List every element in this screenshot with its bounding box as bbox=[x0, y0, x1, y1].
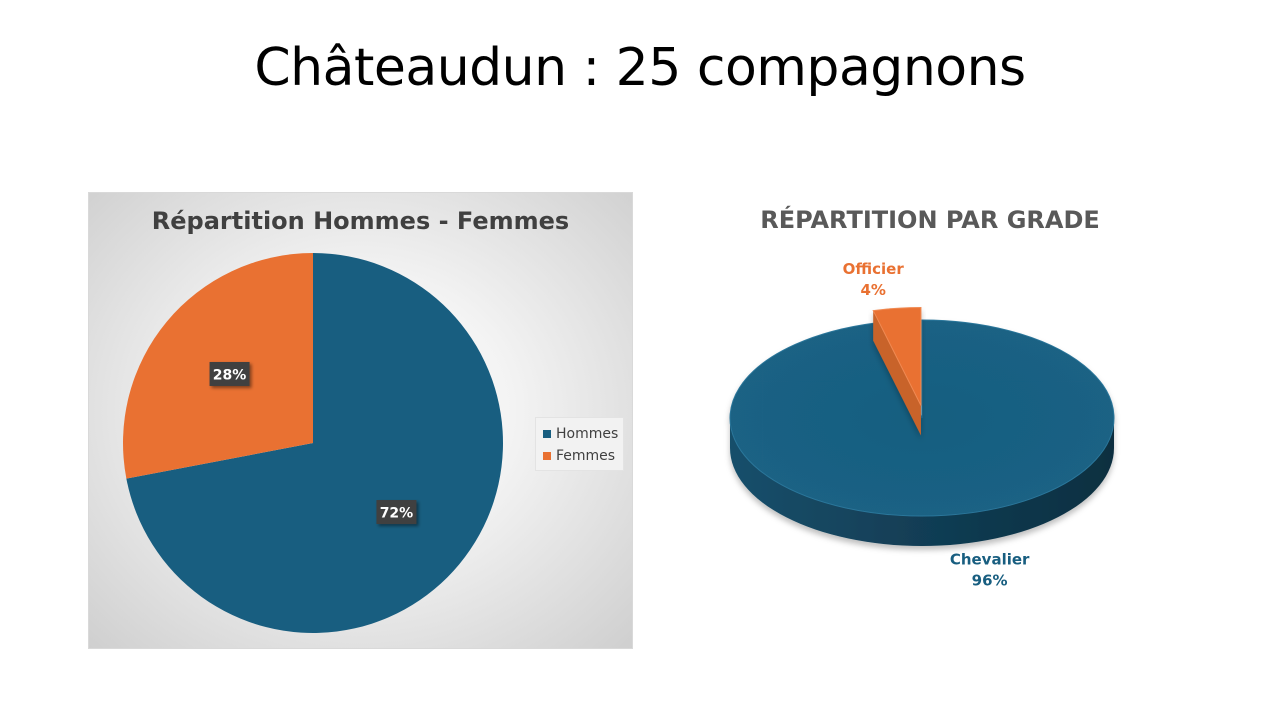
chart-title: Répartition Hommes - Femmes bbox=[151, 207, 570, 235]
pie-slice-chevalier bbox=[729, 319, 1115, 546]
data-label-text: 28% bbox=[213, 367, 247, 383]
legend-label-femmes: Femmes bbox=[556, 448, 616, 464]
slice-side-wall bbox=[730, 418, 1114, 546]
legend-swatch-hommes bbox=[543, 430, 551, 438]
pie-slice-hommes bbox=[126, 253, 504, 633]
data-label-text: 72% bbox=[380, 506, 414, 522]
slice-cut-face bbox=[873, 310, 921, 436]
data-label-box bbox=[376, 500, 417, 525]
grade-pie-svg: Chevalier 96% Officier 4% bbox=[729, 260, 1115, 589]
data-label-category: Officier bbox=[843, 260, 905, 278]
data-label-chevalier: Chevalier 96% bbox=[950, 550, 1030, 589]
slide-title: Châteaudun : 25 compagnons bbox=[254, 38, 1026, 98]
data-label-femmes: 28% bbox=[209, 361, 250, 386]
slice-top-face bbox=[872, 306, 922, 406]
legend: Hommes Femmes bbox=[535, 417, 624, 471]
data-label-officier: Officier 4% bbox=[843, 260, 905, 299]
legend-item-femmes: Femmes bbox=[536, 445, 623, 467]
chart-title: RÉPARTITION PAR GRADE bbox=[760, 206, 1100, 234]
legend-swatch-femmes bbox=[543, 452, 551, 460]
data-label-value: 4% bbox=[860, 281, 885, 299]
data-label-box bbox=[209, 361, 250, 386]
data-label-value: 96% bbox=[972, 571, 1008, 589]
gender-pie-svg: 72% 28% bbox=[122, 253, 504, 633]
grade-pie-chart: RÉPARTITION PAR GRADE Chevalier 96% Offici… bbox=[700, 192, 1160, 622]
data-label-hommes: 72% bbox=[376, 500, 417, 525]
data-label-category: Chevalier bbox=[950, 550, 1030, 568]
legend-item-hommes: Hommes bbox=[536, 423, 623, 445]
pie-slice-officier bbox=[872, 306, 922, 436]
legend-label-hommes: Hommes bbox=[556, 426, 619, 442]
gender-pie-chart: Répartition Hommes - Femmes 72% 28% Homme… bbox=[88, 192, 633, 649]
slice-top-face bbox=[729, 319, 1115, 517]
